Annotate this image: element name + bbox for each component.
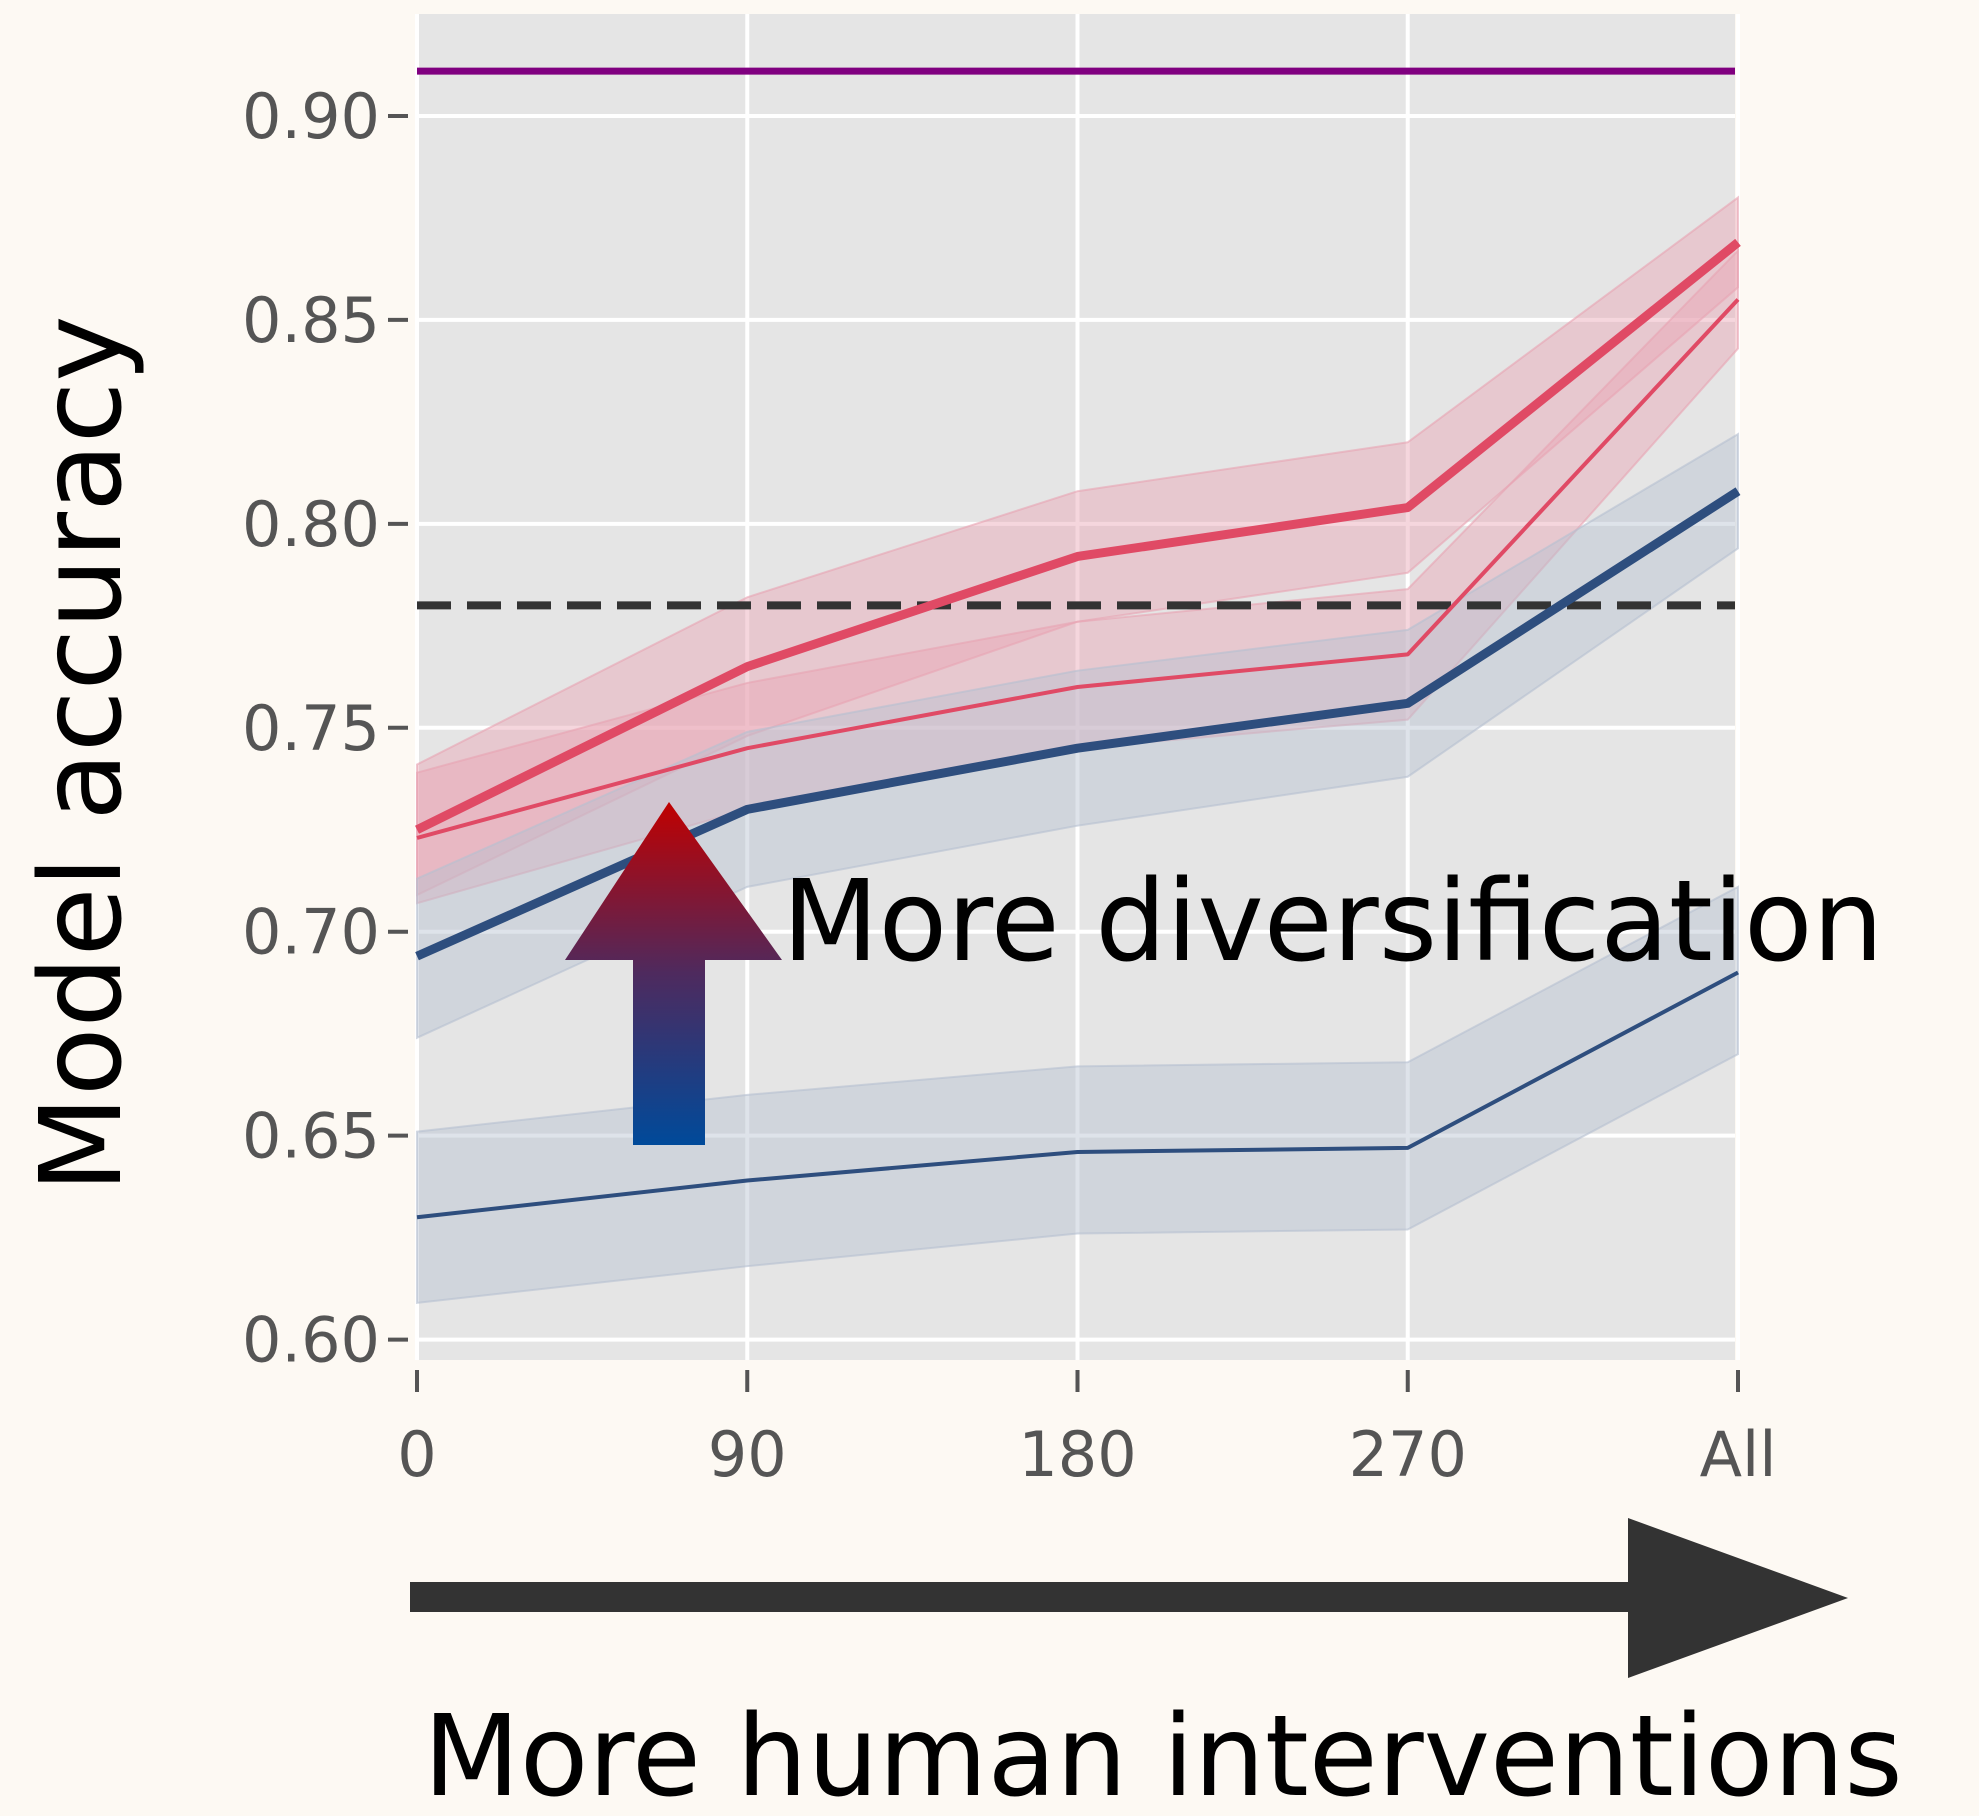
x-tick-label-2: 180 (1018, 1418, 1136, 1491)
y-tick-label-0: 0.60 (242, 1304, 380, 1377)
y-axis-ticks: 0.60 0.65 0.70 0.75 0.80 0.85 0.90 (242, 80, 408, 1377)
confidence-bands (416, 195, 1739, 1305)
x-arrow-shaft (410, 1582, 1640, 1612)
y-tick-label-3: 0.75 (242, 692, 380, 765)
x-tick-label-0: 0 (397, 1418, 436, 1491)
y-tick-label-6: 0.90 (242, 80, 380, 153)
y-tick-label-5: 0.85 (242, 284, 380, 357)
x-axis-ticks: 0 90 180 270 All (397, 1370, 1776, 1491)
y-tick-label-1: 0.65 (242, 1100, 380, 1173)
y-tick-label-4: 0.80 (242, 488, 380, 561)
reference-lines (417, 67, 1735, 610)
series-1-line (416, 298, 1740, 840)
series-0-line (415, 238, 1741, 834)
diversification-label: More diversification (782, 857, 1883, 987)
series-3-band (416, 885, 1739, 1305)
y-axis-title: Model accuracy (17, 315, 147, 1192)
diversification-annotation: More diversification (565, 802, 1883, 1145)
x-arrow-head-icon (1628, 1518, 1848, 1678)
y-tick-label-2: 0.70 (242, 896, 380, 969)
series-3-line (416, 970, 1739, 1220)
series-1-band (416, 248, 1739, 905)
x-tick-label-1: 90 (708, 1418, 787, 1491)
x-tick-label-3: 270 (1349, 1418, 1467, 1491)
x-tick-label-4: All (1700, 1418, 1777, 1491)
x-axis-arrow (410, 1518, 1848, 1678)
up-arrow-icon (565, 802, 782, 1145)
x-axis-title: More human interventions (423, 1692, 1903, 1816)
